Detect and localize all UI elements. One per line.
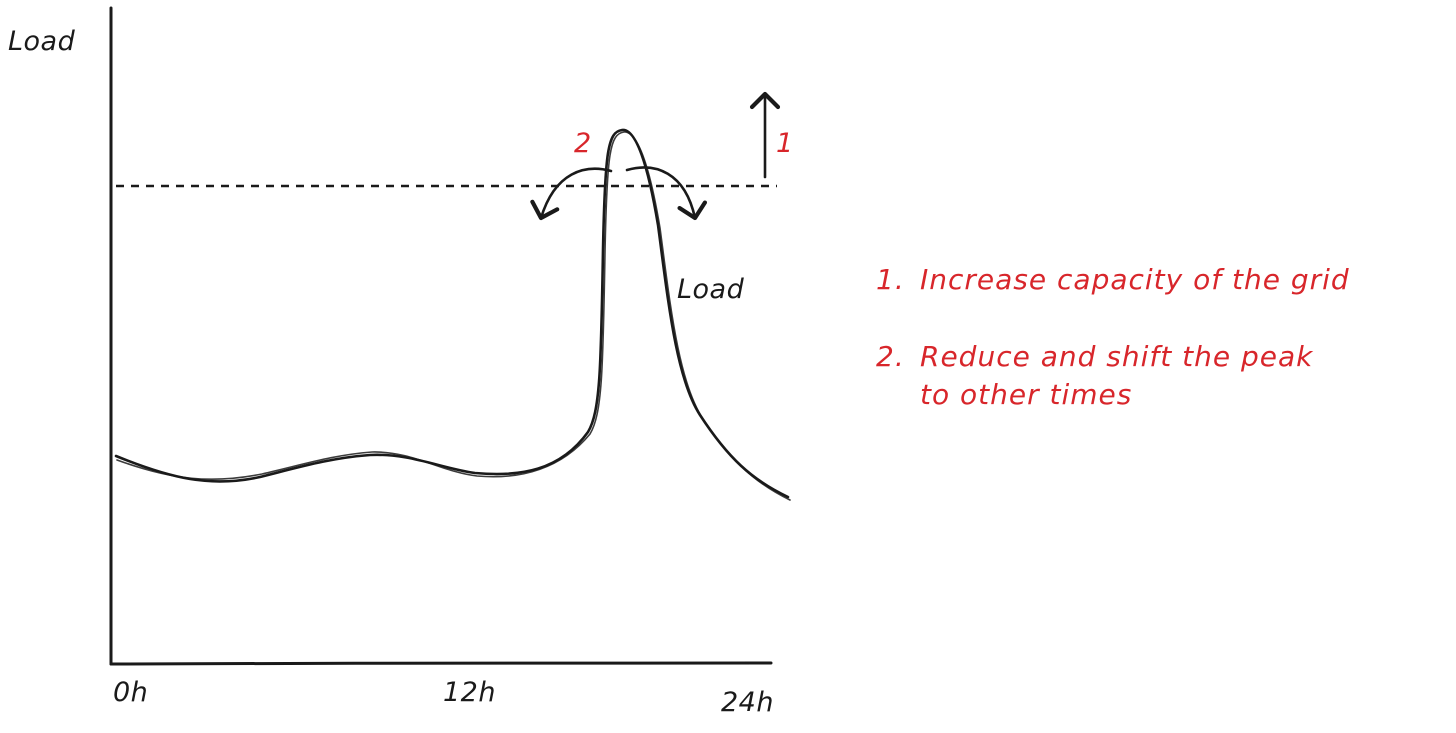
note-1-text: Increase capacity of the grid [920,263,1350,296]
note-2-text-line-1: Reduce and shift the peak [920,340,1314,373]
x-tick-12h: 12h [443,677,496,708]
note-2-number: 2. [876,340,905,373]
marker-2-label: 2 [574,128,592,159]
x-axis [109,661,773,666]
shift-peak-right-arrow [625,166,708,221]
note-increase-capacity: 1. Increase capacity of the grid [876,261,1350,299]
note-1-number: 1. [876,263,905,296]
marker-1-label: 1 [776,128,794,159]
load-curve [114,128,790,499]
curve-label: Load [677,274,745,305]
load-curve-sketch-stroke [116,131,791,501]
note-2-text-line-2: to other times [920,378,1133,411]
y-axis-label: Load [8,26,76,57]
x-tick-24h: 24h [721,687,774,718]
shift-peak-left-arrow [530,167,613,221]
note-reduce-shift-peak: 2. Reduce and shift the peak to other tim… [876,338,1313,414]
x-tick-0h: 0h [113,677,148,708]
